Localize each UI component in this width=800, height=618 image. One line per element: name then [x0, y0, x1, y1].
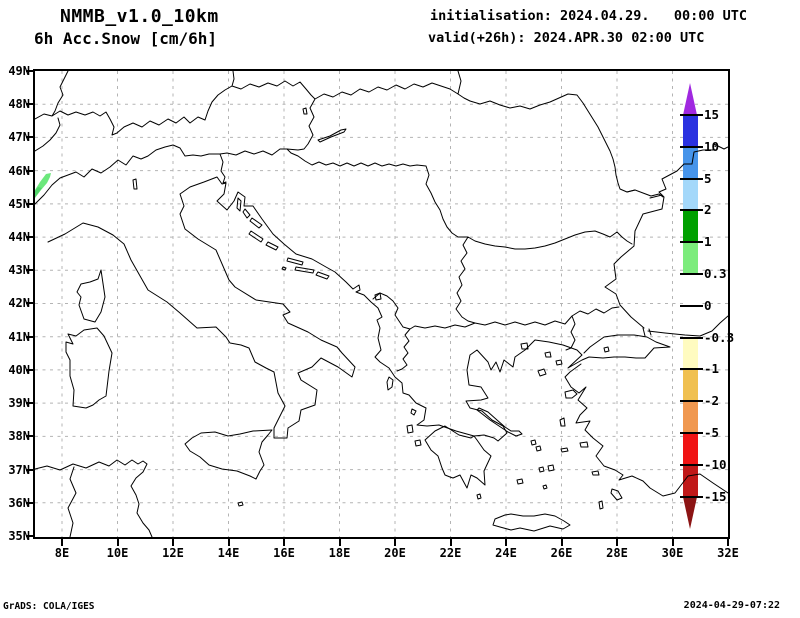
lat-label: 48N — [8, 97, 30, 112]
lat-label: 42N — [8, 296, 30, 311]
lat-label: 41N — [8, 329, 30, 344]
lat-label: 44N — [8, 230, 30, 245]
colorbar-tick — [680, 432, 703, 434]
lat-label: 38N — [8, 429, 30, 444]
colorbar-tick-label: -5 — [704, 425, 720, 440]
model-title: NMMB_v1.0_10km — [60, 6, 219, 27]
colorbar-tick-label: 0 — [704, 297, 712, 313]
colorbar: 15 10 5 2 1 0.3 0 -0.3 -1 -2 -5 -10 -15 — [35, 71, 734, 537]
lon-label: 22E — [439, 546, 462, 560]
lat-label: 37N — [8, 462, 30, 477]
lon-label: 20E — [384, 546, 406, 560]
colorbar-segment — [683, 242, 698, 274]
colorbar-segment — [683, 210, 698, 243]
colorbar-tick — [680, 241, 703, 244]
lat-label: 39N — [8, 396, 30, 411]
colorbar-tick-label: 10 — [704, 138, 720, 154]
colorbar-segment — [683, 369, 698, 402]
colorbar-segment — [683, 115, 698, 147]
colorbar-tick — [680, 273, 703, 275]
lon-label: 10E — [106, 546, 129, 560]
lon-tick — [505, 539, 507, 546]
colorbar-tick-label: -15 — [704, 488, 727, 504]
initialisation-time: initialisation: 2024.04.29. 00:00 UTC — [430, 8, 747, 24]
colorbar-tick-label: -10 — [704, 456, 727, 472]
field-title: 6h Acc.Snow [cm/6h] — [34, 29, 218, 48]
colorbar-tick — [680, 336, 703, 339]
colorbar-tick-label: -1 — [704, 361, 720, 377]
lon-tick — [172, 539, 174, 546]
colorbar-tick — [680, 495, 703, 498]
lat-label: 49N — [8, 64, 30, 78]
colorbar-tick-label: 1 — [704, 234, 712, 250]
colorbar-segment — [683, 337, 698, 370]
lon-label: 14E — [217, 546, 240, 560]
colorbar-tick-label: 2 — [704, 202, 712, 218]
colorbar-tick-label: -0.3 — [704, 329, 735, 345]
lon-label: 30E — [661, 546, 684, 560]
lon-tick — [394, 539, 396, 546]
lat-label: 40N — [8, 362, 30, 377]
lon-label: 28E — [606, 546, 628, 560]
map-frame — [33, 69, 730, 539]
colorbar-tick — [680, 304, 703, 307]
colorbar-tick — [680, 114, 703, 116]
colorbar-tick-label: 15 — [704, 107, 720, 122]
lon-label: 8E — [54, 546, 70, 560]
lon-label: 18E — [328, 546, 351, 560]
colorbar-segment — [683, 305, 698, 338]
grads-credit: GrADS: COLA/IGES — [3, 601, 95, 612]
lon-tick — [449, 539, 452, 546]
colorbar-segment — [683, 146, 698, 179]
colorbar-tick — [680, 400, 703, 403]
colorbar-tick — [680, 145, 703, 148]
colorbar-segment — [683, 274, 698, 306]
colorbar-segment — [683, 433, 698, 465]
lat-label: 35N — [8, 528, 30, 543]
lon-tick — [338, 539, 341, 546]
lon-tick — [116, 539, 119, 546]
lon-tick — [616, 539, 618, 546]
lon-label: 32E — [717, 546, 739, 560]
lat-label: 47N — [8, 130, 30, 145]
valid-time: valid(+26h): 2024.APR.30 02:00 UTC — [428, 30, 705, 46]
lat-label: 36N — [8, 495, 30, 510]
colorbar-tick-label: 0.3 — [704, 266, 727, 281]
lon-tick — [671, 539, 674, 546]
lon-label: 16E — [273, 546, 295, 560]
colorbar-tick-label: -2 — [704, 393, 720, 409]
lat-label: 45N — [8, 196, 30, 211]
colorbar-segment — [683, 464, 698, 497]
colorbar-tick — [680, 463, 703, 466]
colorbar-tick — [680, 177, 703, 180]
generation-timestamp: 2024-04-29-07:22 — [683, 600, 780, 611]
lon-tick — [283, 539, 285, 546]
lon-tick — [560, 539, 563, 546]
colorbar-below-min-arrow — [683, 496, 697, 529]
lat-label: 46N — [8, 163, 30, 178]
lon-tick — [61, 539, 63, 546]
colorbar-tick — [680, 368, 703, 371]
lat-label: 43N — [8, 263, 30, 278]
colorbar-tick-label: 5 — [704, 170, 712, 186]
colorbar-tick — [680, 209, 703, 212]
colorbar-above-max-arrow — [683, 83, 697, 115]
lon-label: 24E — [495, 546, 517, 560]
lon-tick — [227, 539, 230, 546]
lon-tick — [727, 539, 729, 546]
lon-label: 26E — [550, 546, 573, 560]
colorbar-segment — [683, 178, 698, 211]
colorbar-segment — [683, 401, 698, 433]
lon-label: 12E — [162, 546, 184, 560]
